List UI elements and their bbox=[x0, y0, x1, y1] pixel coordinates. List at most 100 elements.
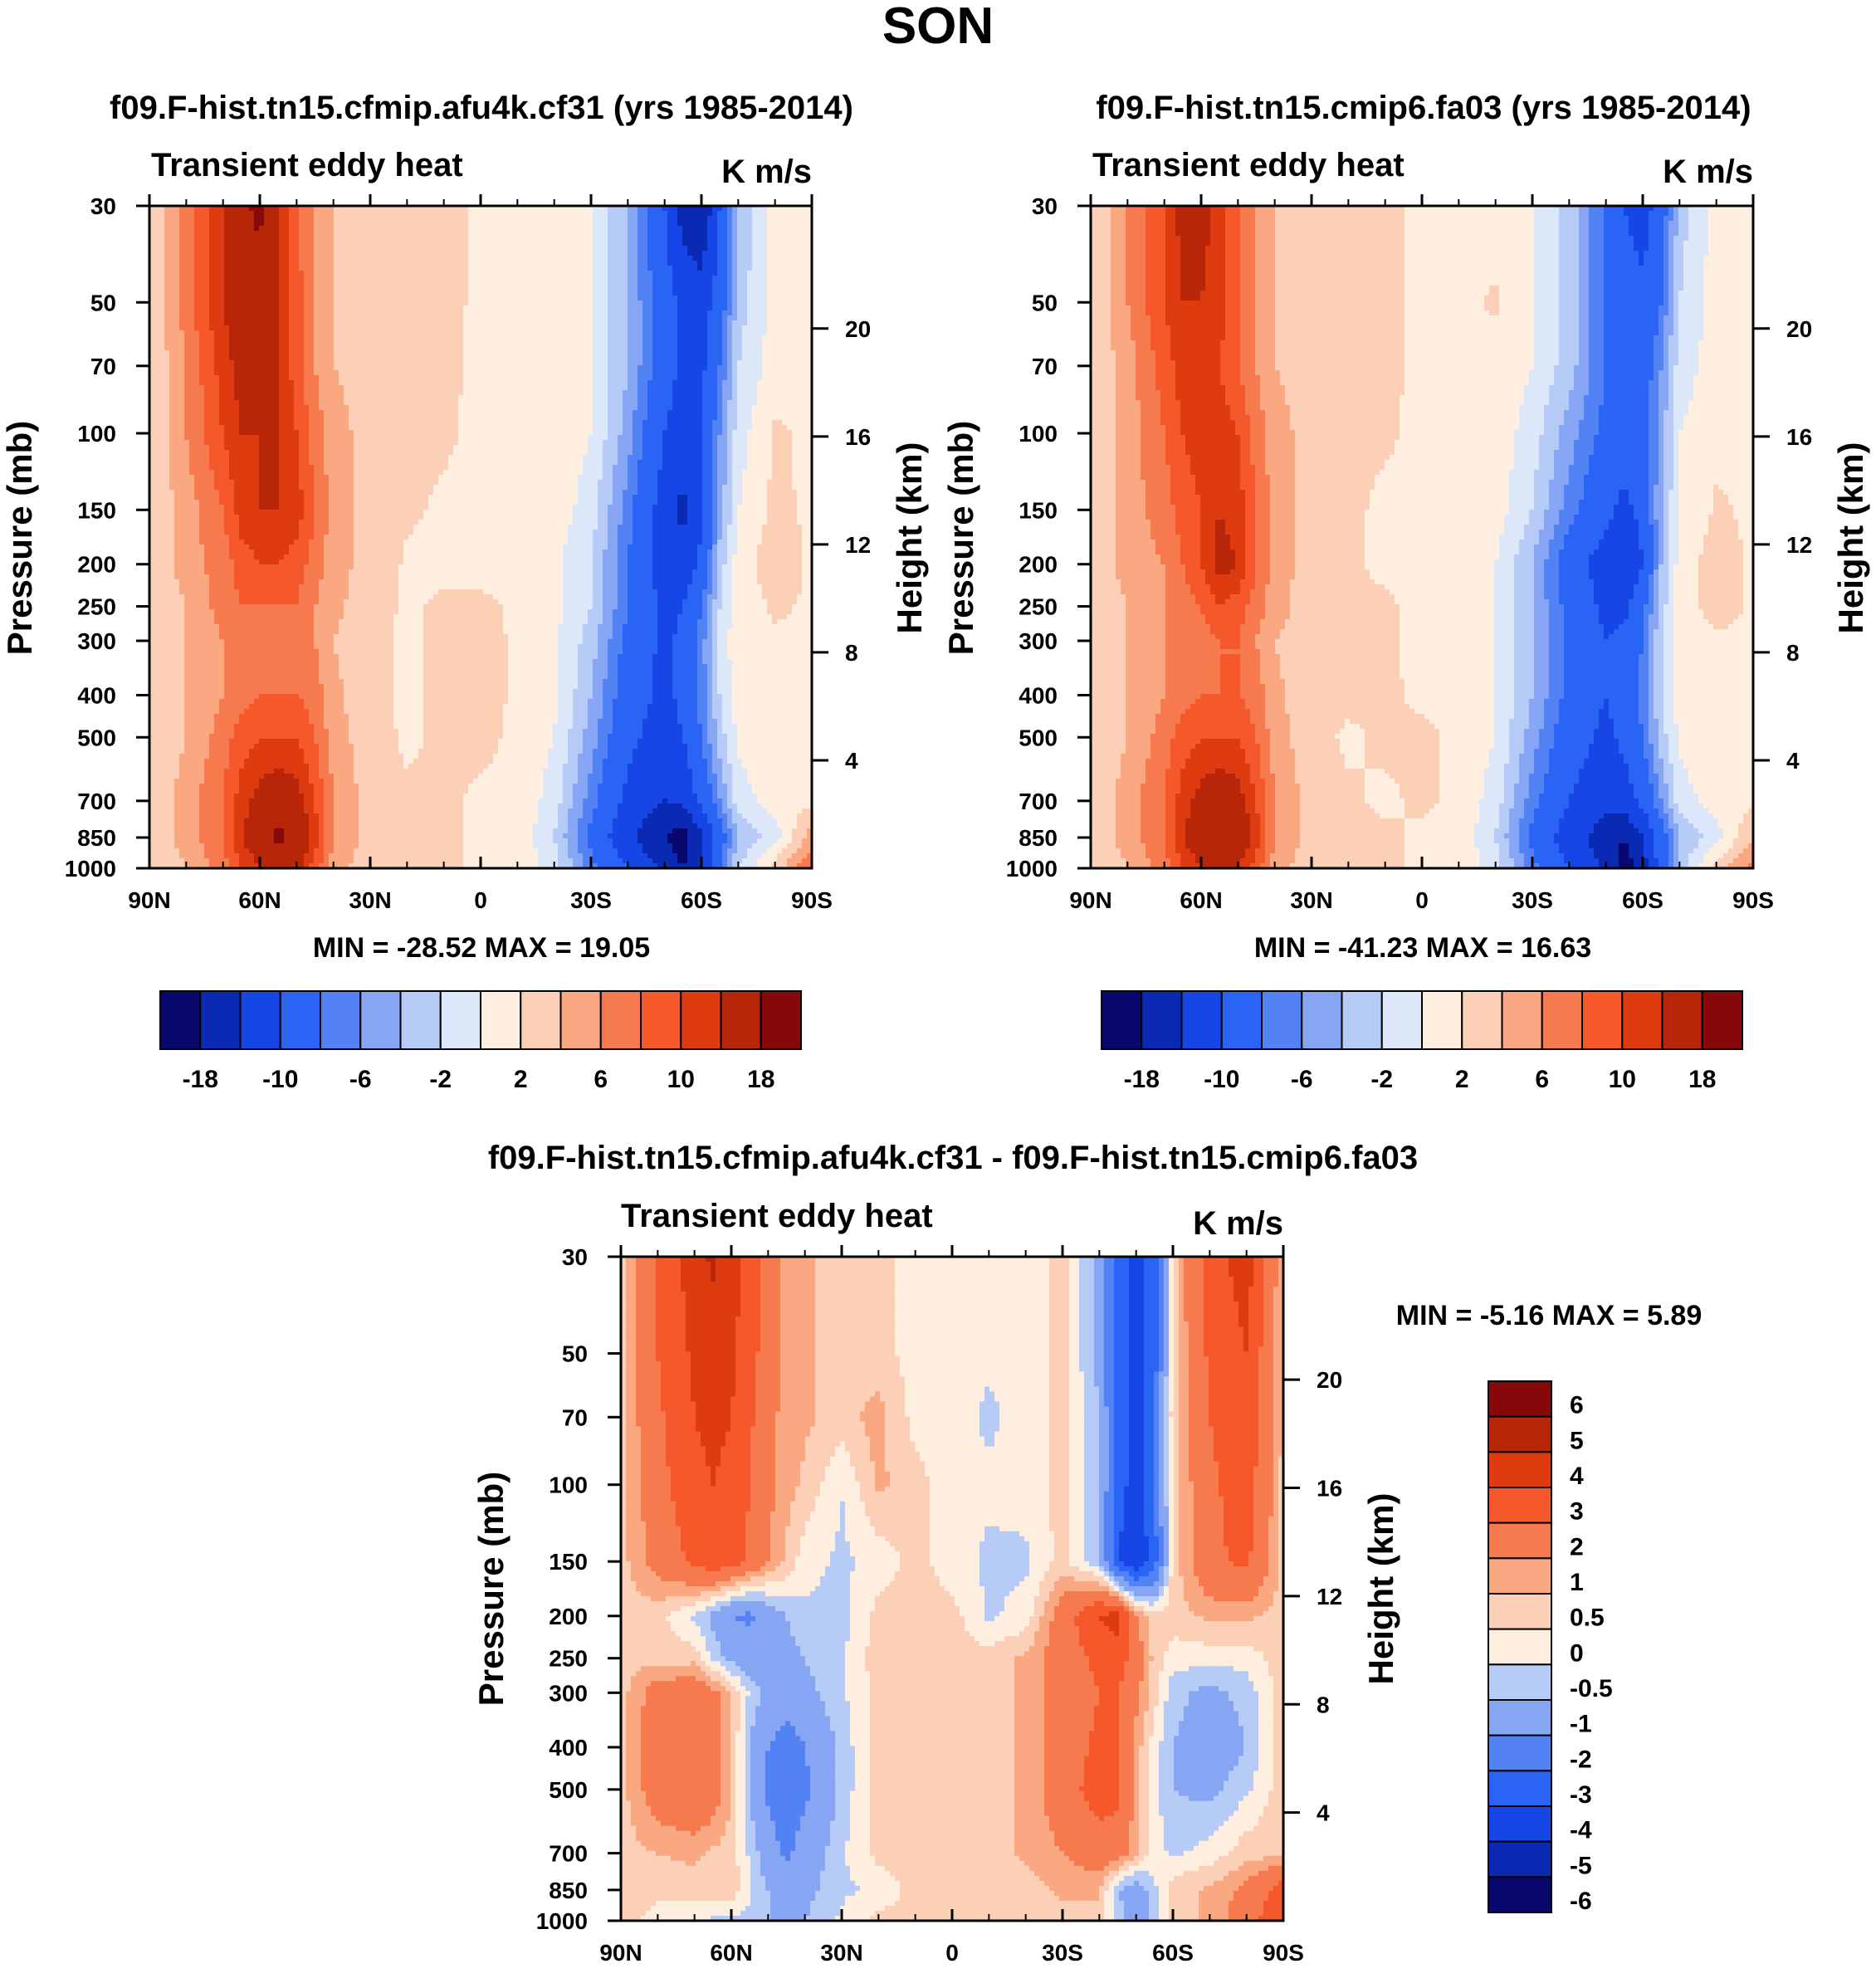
field-cell bbox=[752, 340, 758, 346]
field-cell bbox=[304, 375, 310, 381]
field-cell bbox=[528, 380, 534, 386]
field-cell bbox=[483, 380, 489, 386]
field-cell bbox=[398, 256, 404, 261]
field-cell bbox=[344, 310, 349, 316]
field-cell bbox=[508, 271, 514, 276]
field-cell bbox=[737, 310, 743, 316]
field-cell bbox=[204, 241, 210, 247]
field-cell bbox=[473, 261, 479, 266]
field-cell bbox=[478, 291, 484, 296]
field-cell bbox=[169, 286, 175, 291]
field-cell bbox=[488, 325, 494, 331]
field-cell bbox=[149, 360, 155, 366]
field-cell bbox=[603, 350, 608, 356]
field-cell bbox=[418, 276, 424, 281]
field-cell bbox=[807, 295, 812, 301]
field-cell bbox=[324, 365, 330, 371]
field-cell bbox=[613, 281, 618, 286]
field-cell bbox=[483, 221, 489, 227]
field-cell bbox=[229, 211, 235, 217]
field-cell bbox=[369, 390, 374, 396]
field-cell bbox=[239, 246, 245, 252]
field-cell bbox=[364, 286, 369, 291]
field-cell bbox=[169, 251, 175, 256]
field-cell bbox=[742, 276, 748, 281]
field-cell bbox=[403, 345, 409, 351]
field-cell bbox=[633, 276, 638, 281]
field-cell bbox=[189, 305, 195, 311]
field-cell bbox=[563, 385, 569, 391]
field-cell bbox=[428, 350, 434, 356]
field-cell bbox=[483, 236, 489, 242]
field-cell bbox=[209, 266, 215, 271]
field-cell bbox=[329, 355, 335, 361]
field-cell bbox=[697, 295, 703, 301]
field-cell bbox=[583, 375, 589, 381]
field-cell bbox=[428, 286, 434, 291]
field-cell bbox=[792, 226, 798, 232]
field-cell bbox=[364, 246, 369, 252]
field-cell bbox=[418, 226, 424, 232]
field-cell bbox=[568, 286, 574, 291]
field-cell bbox=[638, 221, 643, 227]
field-cell bbox=[772, 345, 778, 351]
field-cell bbox=[289, 256, 295, 261]
field-cell bbox=[189, 335, 195, 341]
field-cell bbox=[264, 355, 270, 361]
field-cell bbox=[742, 335, 748, 341]
field-cell bbox=[428, 345, 434, 351]
field-cell bbox=[742, 241, 748, 247]
field-cell bbox=[418, 211, 424, 217]
field-cell bbox=[189, 315, 195, 321]
field-cell bbox=[702, 370, 708, 376]
field-cell bbox=[319, 345, 325, 351]
field-cell bbox=[573, 355, 579, 361]
field-cell bbox=[782, 365, 788, 371]
field-cell bbox=[294, 345, 300, 351]
panel-left-plot bbox=[149, 206, 812, 868]
field-cell bbox=[737, 385, 743, 391]
field-cell bbox=[777, 320, 783, 326]
field-cell bbox=[478, 211, 484, 217]
field-cell bbox=[234, 340, 240, 346]
field-cell bbox=[339, 365, 344, 371]
field-cell bbox=[608, 355, 613, 361]
field-cell bbox=[433, 355, 439, 361]
field-cell bbox=[762, 320, 768, 326]
field-cell bbox=[458, 221, 464, 227]
field-cell bbox=[229, 325, 235, 331]
field-cell bbox=[379, 295, 384, 301]
field-cell bbox=[782, 246, 788, 252]
field-cell bbox=[662, 335, 668, 341]
field-cell bbox=[214, 330, 220, 336]
field-cell bbox=[154, 231, 160, 237]
field-cell bbox=[388, 390, 394, 396]
field-cell bbox=[503, 340, 509, 346]
field-cell bbox=[299, 226, 305, 232]
field-cell bbox=[468, 390, 474, 396]
field-cell bbox=[558, 315, 564, 321]
field-cell bbox=[259, 315, 265, 321]
field-cell bbox=[468, 335, 474, 341]
field-cell bbox=[408, 241, 414, 247]
field-cell bbox=[438, 241, 444, 247]
field-cell bbox=[388, 375, 394, 381]
field-cell bbox=[782, 281, 788, 286]
field-cell bbox=[349, 390, 354, 396]
field-cell bbox=[727, 360, 733, 366]
field-cell bbox=[752, 310, 758, 316]
field-cell bbox=[423, 390, 429, 396]
field-cell bbox=[563, 315, 569, 321]
field-cell bbox=[314, 271, 320, 276]
field-cell bbox=[483, 335, 489, 341]
field-cell bbox=[184, 390, 190, 396]
field-cell bbox=[234, 231, 240, 237]
field-cell bbox=[727, 365, 733, 371]
field-cell bbox=[498, 266, 504, 271]
field-cell bbox=[279, 305, 285, 311]
field-cell bbox=[189, 360, 195, 366]
field-cell bbox=[787, 251, 793, 256]
field-cell bbox=[174, 226, 180, 232]
field-cell bbox=[558, 206, 564, 212]
field-cell bbox=[667, 246, 673, 252]
